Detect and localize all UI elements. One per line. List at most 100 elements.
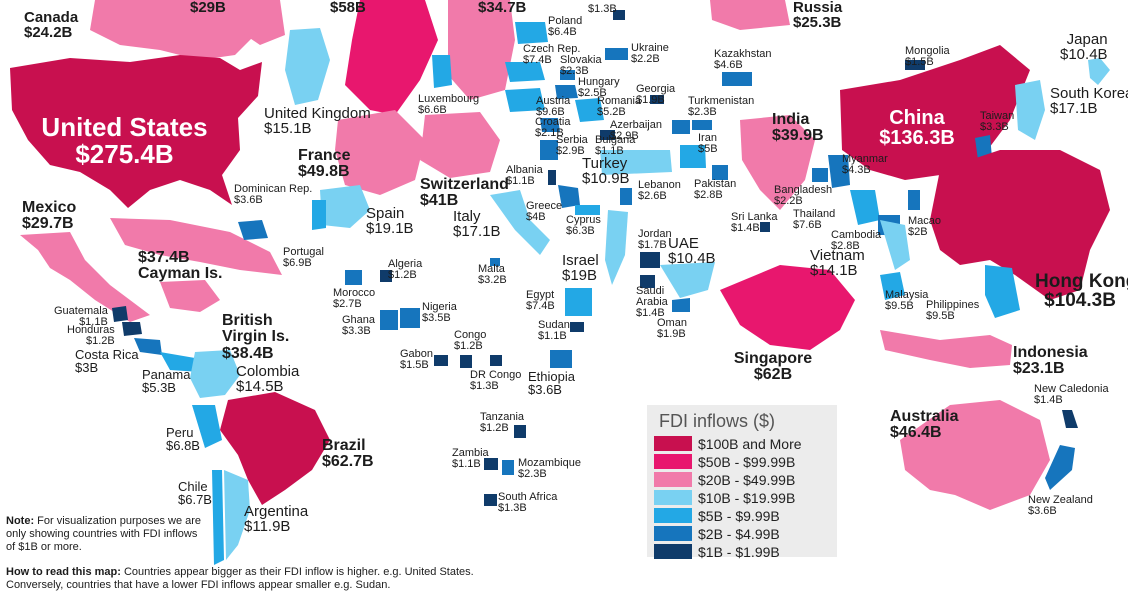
congo-shape [460,355,472,368]
mongolia-shape [905,60,925,70]
slovakia-shape [560,70,575,80]
label-panama: Panama $5.3B [142,367,191,396]
peru-shape [192,405,222,448]
russia-shape [710,0,790,30]
south-korea-shape [1015,80,1045,140]
vietnam-shape [880,220,910,270]
sri-lanka-shape [760,222,770,232]
label-czech: Czech Rep. $7.4B [523,43,581,67]
label-croatia: Croatia $2.1B [535,116,571,140]
label-france: France $49.8B [298,147,351,181]
label-romania: Romania $5.2B [597,95,642,119]
label-costa-rica: Costa Rica $3B [75,347,139,376]
label-argentina: Argentina $11.9B [244,503,309,536]
saudi-shape [640,275,655,288]
label-brazil: Brazil $62.7B [322,437,374,471]
canada-shape [90,0,260,60]
uae-shape [660,262,715,298]
label-tanzania: Tanzania $1.2B [480,411,525,435]
united-states-shape [10,55,262,208]
label-zambia: Zambia $1.1B [452,447,489,471]
thailand-shape [850,190,880,225]
label-algeria: Algeria $1.2B [388,258,423,282]
label-kazakhstan: Kazakhstan $4.6B [714,48,772,72]
india-shape [740,115,815,210]
luxembourg-shape [432,55,452,88]
morocco-shape [345,270,362,285]
label-dr-congo: DR Congo $1.3B [470,369,522,393]
legend-swatch [654,472,692,487]
albania-shape [548,170,556,185]
label-netherlands: $58B [330,0,366,16]
ukraine-shape [605,48,628,60]
label-united-states: United States $275.4B [41,112,208,169]
label-colombia: Colombia $14.5B [236,363,300,396]
tanzania-shape [514,425,526,438]
legend-item: $5B - $9.99B [654,507,780,524]
label-italy: Italy $17.1B [453,208,501,241]
azerbaijan-shape [672,120,690,134]
mozambique-shape [502,460,514,475]
france-shape [335,110,425,195]
how-to-read-note: How to read this map: Countries appear b… [6,566,526,592]
label-turkey: Turkey $10.9B [582,155,630,188]
taiwan-shape [975,135,992,160]
bvi-shape [160,280,220,312]
netherlands-shape [345,0,438,115]
romania-shape [575,98,604,122]
legend-swatch [654,526,692,541]
label-ireland: $29B [190,0,226,16]
label-israel: Israel $19B [562,252,599,285]
label-ukraine: Ukraine $2.2B [631,42,669,66]
brazil-shape [220,392,330,505]
label-belarus: $1.3B [588,3,617,15]
label-congo: Congo $1.2B [454,329,487,353]
label-indonesia: Indonesia $23.1B [1013,344,1088,378]
label-jordan: Jordan $1.7B [638,228,672,252]
label-dominican-rep: Dominican Rep. $3.6B [234,183,313,207]
label-russia: Russia $25.3B [793,0,843,32]
australia-shape [900,400,1050,510]
dominican-shape [238,220,268,240]
lebanon-shape [620,188,632,205]
label-south-africa: South Africa $1.3B [498,491,558,515]
switzerland-shape [420,112,500,178]
legend-label: $50B - $99.99B [698,453,796,470]
new-zealand-shape [1045,445,1075,490]
legend-title: FDI inflows ($) [659,411,776,431]
legend: FDI inflows ($) $100B and More $50B - $9… [647,405,837,560]
kazakhstan-shape [722,72,752,86]
greece-shape [558,185,580,208]
costa-rica-shape [134,338,162,355]
label-sri-lanka: Sri Lanka $1.4B [731,211,778,235]
dr-congo-shape [490,355,502,366]
italy-shape [490,190,550,255]
label-uae: UAE $10.4B [668,235,716,268]
legend-label: $10B - $19.99B [698,489,796,506]
howto-label: How to read this map: [6,566,121,578]
austria-shape [505,88,545,112]
algeria-shape [380,270,392,282]
legend-label: $5B - $9.99B [698,507,780,524]
south-africa-shape [484,494,497,506]
legend-label: $1B - $1.99B [698,543,780,560]
label-thailand: Thailand $7.6B [793,208,836,232]
croatia-shape [540,118,560,132]
philippines-shape [985,265,1020,318]
myanmar-shape [828,155,850,188]
label-taiwan: Taiwan $3.3B [980,110,1015,134]
label-australia: Australia $46.4B [890,408,959,442]
label-chile: Chile $6.7B [178,479,212,508]
label-iran: Iran $5B [698,132,718,156]
chile-shape [212,470,224,565]
serbia-shape [540,140,558,160]
czech-shape [505,62,545,82]
hong-kong-shape [930,150,1110,300]
legend-swatch [654,490,692,505]
legend-swatch [654,544,692,559]
legend-item: $2B - $4.99B [654,525,780,542]
note-label: Note: [6,515,35,527]
malaysia-shape [880,272,905,300]
label-azerbaijan: Azerbaijan $2.9B [610,119,662,143]
label-malaysia: Malaysia $9.5B [885,289,929,313]
